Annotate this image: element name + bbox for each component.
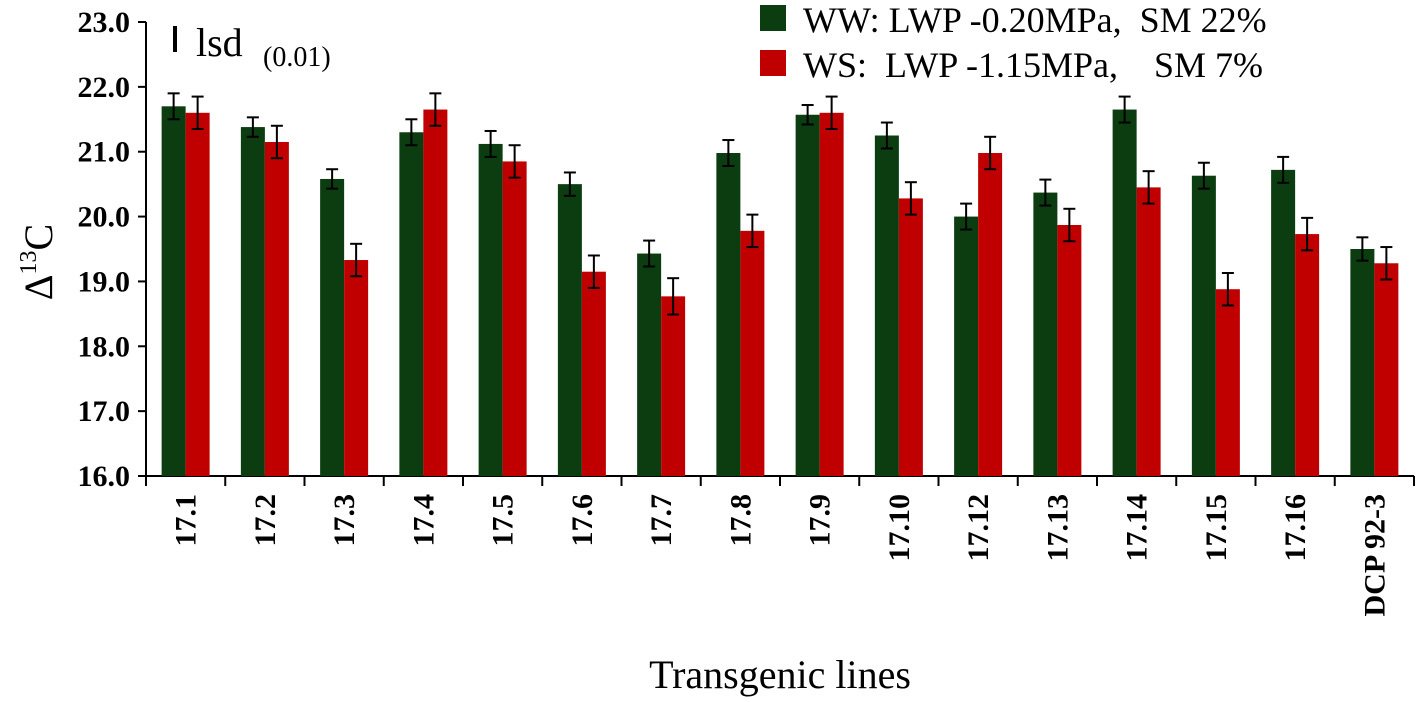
y-axis-label-tail: C [16,224,61,251]
bar-ww [161,106,186,477]
x-tick-label: 17.2 [249,494,282,547]
x-tick-label: 17.16 [1279,494,1312,562]
legend-label-ws: WS: LWP -1.15MPa, SM 7% [803,45,1263,85]
y-axis-label-sup: 13 [16,250,42,274]
x-axis-label: Transgenic lines [649,652,911,697]
bar-ws [344,260,369,476]
legend-swatch-ww [760,5,786,31]
bar-ww [716,153,741,477]
bar-ws [1215,289,1240,476]
bar-ww [1271,169,1296,477]
y-tick-label: 23.0 [78,6,131,39]
x-tick-label: 17.3 [328,494,361,547]
bar-ws [1374,263,1399,476]
bar-ws [185,112,210,477]
x-tick-label: 17.8 [724,494,757,547]
bar-ww [954,216,979,477]
bar-ws [1136,187,1161,476]
legend-swatch-ws [760,50,786,76]
x-tick-label: 17.4 [407,494,440,547]
bar-ws [264,141,289,476]
bar-ws [1057,225,1082,476]
y-tick-label: 19.0 [78,265,131,298]
x-tick-label: DCP 92-3 [1358,494,1391,617]
y-axis-label: Δ13C [16,224,61,300]
bar-ww [320,178,345,476]
lsd-bar [173,26,177,52]
y-axis-label-main: Δ [16,274,61,300]
y-tick-label: 20.0 [78,201,131,234]
y-tick-label: 21.0 [78,136,131,169]
y-tick-label: 17.0 [78,395,131,428]
bar-ww [1033,192,1058,476]
x-tick-label: 17.9 [804,494,837,547]
bar-ws [502,161,527,476]
x-tick-label: 17.1 [170,494,203,547]
x-tick-label: 17.10 [883,494,916,562]
y-ticks: 16.0 17.0 18.0 19.0 20.0 21.0 22.0 23.0 [78,6,146,493]
x-tick-label: 17.5 [487,494,520,547]
y-tick-label: 16.0 [78,460,131,493]
lsd-annotation: lsd (0.01) [173,20,331,73]
error-bars [167,92,1393,316]
x-tick-label: 17.14 [1121,494,1154,562]
bar-ww [478,143,503,476]
y-tick-label: 22.0 [78,71,131,104]
x-tick-label: 17.6 [566,494,599,547]
lsd-subscript: (0.01) [263,42,331,73]
legend-label-ww: WW: LWP -0.20MPa, SM 22% [803,0,1267,40]
x-tick-label: 17.7 [645,494,678,547]
x-tick-label: 17.12 [962,494,995,562]
bar-ww [874,135,899,476]
bar-ww [399,132,424,476]
legend: WW: LWP -0.20MPa, SM 22% WS: LWP -1.15MP… [760,0,1267,85]
bar-ws [581,271,606,476]
bar-ws [898,198,923,476]
bar-ww [1191,175,1216,476]
bar-ww [637,253,662,476]
bar-ws [661,296,686,476]
bar-ws [423,109,448,477]
lsd-label: lsd [196,20,243,65]
x-ticks: 17.1 17.2 17.3 17.4 17.5 17.6 17.7 17.8 17.9 17.1… [145,476,1415,617]
bar-ws [978,153,1003,477]
bar-ww [1112,109,1137,477]
bar-ww [240,127,265,476]
bar-ws [740,230,765,476]
bar-ww [557,184,582,476]
x-tick-label: 17.15 [1200,494,1233,562]
bar-ws [819,112,844,477]
y-tick-label: 18.0 [78,330,131,363]
bar-ww [795,114,820,476]
x-tick-label: 17.13 [1041,494,1074,562]
bars [161,106,1399,477]
bar-ws [1295,234,1320,476]
bar-ww [1350,249,1375,476]
